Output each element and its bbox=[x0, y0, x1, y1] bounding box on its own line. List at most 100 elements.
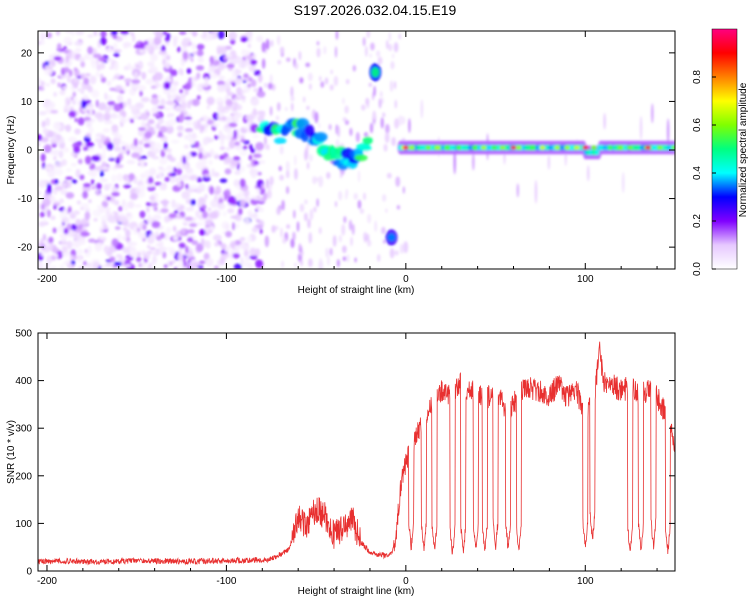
noise-speckle bbox=[234, 170, 241, 175]
noise-speckle bbox=[123, 184, 132, 189]
trace-segment bbox=[362, 136, 373, 145]
noise-speckle bbox=[118, 205, 123, 212]
noise-streak bbox=[306, 144, 310, 151]
noise-speckle bbox=[175, 177, 179, 183]
figure-title: S197.2026.032.04.15.E19 bbox=[294, 2, 457, 18]
noise-speckle bbox=[248, 154, 253, 161]
noise-speckle bbox=[86, 106, 93, 111]
noise-speckle bbox=[201, 204, 207, 210]
noise-speckle bbox=[219, 45, 227, 55]
noise-speckle bbox=[207, 66, 212, 74]
noise-speckle bbox=[200, 83, 209, 88]
noise-speckle bbox=[70, 162, 78, 167]
noise-streak bbox=[386, 172, 392, 179]
noise-speckle bbox=[254, 248, 261, 257]
noise-speckle bbox=[114, 226, 121, 230]
noise-streak bbox=[384, 132, 390, 144]
noise-speckle bbox=[223, 55, 227, 62]
noise-speckle bbox=[48, 236, 54, 244]
noise-streak bbox=[308, 258, 313, 268]
noise-streak bbox=[368, 82, 373, 87]
noise-streak bbox=[285, 186, 290, 195]
noise-streak bbox=[403, 241, 409, 254]
noise-speckle bbox=[38, 40, 42, 46]
noise-speckle bbox=[110, 113, 118, 119]
noise-speckle bbox=[49, 196, 56, 202]
noise-speckle bbox=[103, 245, 110, 254]
noise-speckle bbox=[240, 36, 249, 43]
noise-speckle bbox=[181, 228, 186, 235]
noise-speckle bbox=[158, 50, 168, 55]
noise-speckle bbox=[146, 206, 150, 213]
noise-speckle bbox=[255, 141, 264, 151]
snr-ytick-label: 500 bbox=[15, 329, 32, 340]
noise-speckle bbox=[57, 82, 61, 88]
noise-speckle bbox=[76, 200, 82, 205]
noise-speckle bbox=[176, 167, 182, 176]
noise-streak bbox=[290, 95, 295, 102]
noise-speckle bbox=[217, 31, 225, 40]
noise-speckle bbox=[60, 189, 68, 196]
noise-speckle bbox=[190, 199, 196, 206]
noise-speckle bbox=[59, 264, 64, 269]
noise-speckle bbox=[248, 214, 256, 218]
noise-speckle bbox=[98, 56, 106, 62]
carrier-streak bbox=[516, 183, 520, 198]
noise-streak bbox=[292, 231, 296, 241]
noise-speckle bbox=[82, 146, 89, 151]
noise-speckle bbox=[42, 127, 49, 135]
noise-speckle bbox=[45, 117, 51, 127]
noise-speckle bbox=[210, 199, 219, 208]
noise-speckle bbox=[191, 31, 198, 37]
noise-speckle bbox=[213, 55, 218, 60]
noise-speckle bbox=[126, 222, 131, 228]
spectrogram-ytick-label: 20 bbox=[21, 48, 33, 59]
noise-streak bbox=[313, 206, 317, 213]
noise-speckle bbox=[49, 242, 54, 251]
noise-speckle bbox=[180, 59, 185, 67]
noise-speckle bbox=[79, 174, 85, 181]
noise-streak bbox=[342, 256, 347, 262]
trace-segment bbox=[354, 154, 368, 162]
noise-speckle bbox=[205, 258, 214, 267]
noise-speckle bbox=[158, 240, 164, 249]
noise-speckle bbox=[97, 102, 107, 111]
noise-speckle bbox=[179, 180, 185, 190]
noise-speckle bbox=[97, 31, 102, 37]
noise-speckle bbox=[224, 193, 228, 201]
noise-speckle bbox=[131, 152, 140, 159]
noise-speckle bbox=[196, 212, 200, 216]
noise-speckle bbox=[175, 95, 181, 103]
noise-streak bbox=[346, 254, 350, 263]
noise-speckle bbox=[70, 97, 74, 101]
noise-speckle bbox=[154, 181, 162, 186]
noise-speckle bbox=[114, 164, 124, 169]
noise-speckle bbox=[83, 94, 89, 100]
noise-speckle bbox=[191, 98, 200, 107]
noise-speckle bbox=[251, 195, 255, 200]
noise-speckle bbox=[88, 55, 94, 61]
noise-speckle bbox=[147, 119, 155, 125]
noise-speckle bbox=[47, 106, 52, 111]
noise-speckle bbox=[101, 219, 106, 227]
carrier-peak bbox=[554, 145, 561, 150]
noise-speckle bbox=[252, 88, 260, 93]
noise-speckle bbox=[82, 190, 88, 199]
noise-speckle bbox=[209, 73, 219, 79]
carrier-peak bbox=[564, 145, 571, 150]
noise-streak bbox=[323, 46, 327, 55]
noise-speckle bbox=[164, 176, 171, 182]
noise-speckle bbox=[170, 174, 176, 184]
noise-speckle bbox=[238, 191, 245, 197]
noise-speckle bbox=[196, 43, 205, 50]
noise-speckle bbox=[139, 159, 145, 168]
noise-speckle bbox=[111, 31, 118, 36]
noise-speckle bbox=[147, 61, 155, 67]
noise-speckle bbox=[65, 124, 72, 132]
noise-speckle bbox=[225, 116, 232, 124]
noise-speckle bbox=[217, 84, 226, 93]
noise-speckle bbox=[84, 73, 91, 77]
noise-streak bbox=[386, 39, 389, 50]
noise-streak bbox=[294, 62, 299, 70]
